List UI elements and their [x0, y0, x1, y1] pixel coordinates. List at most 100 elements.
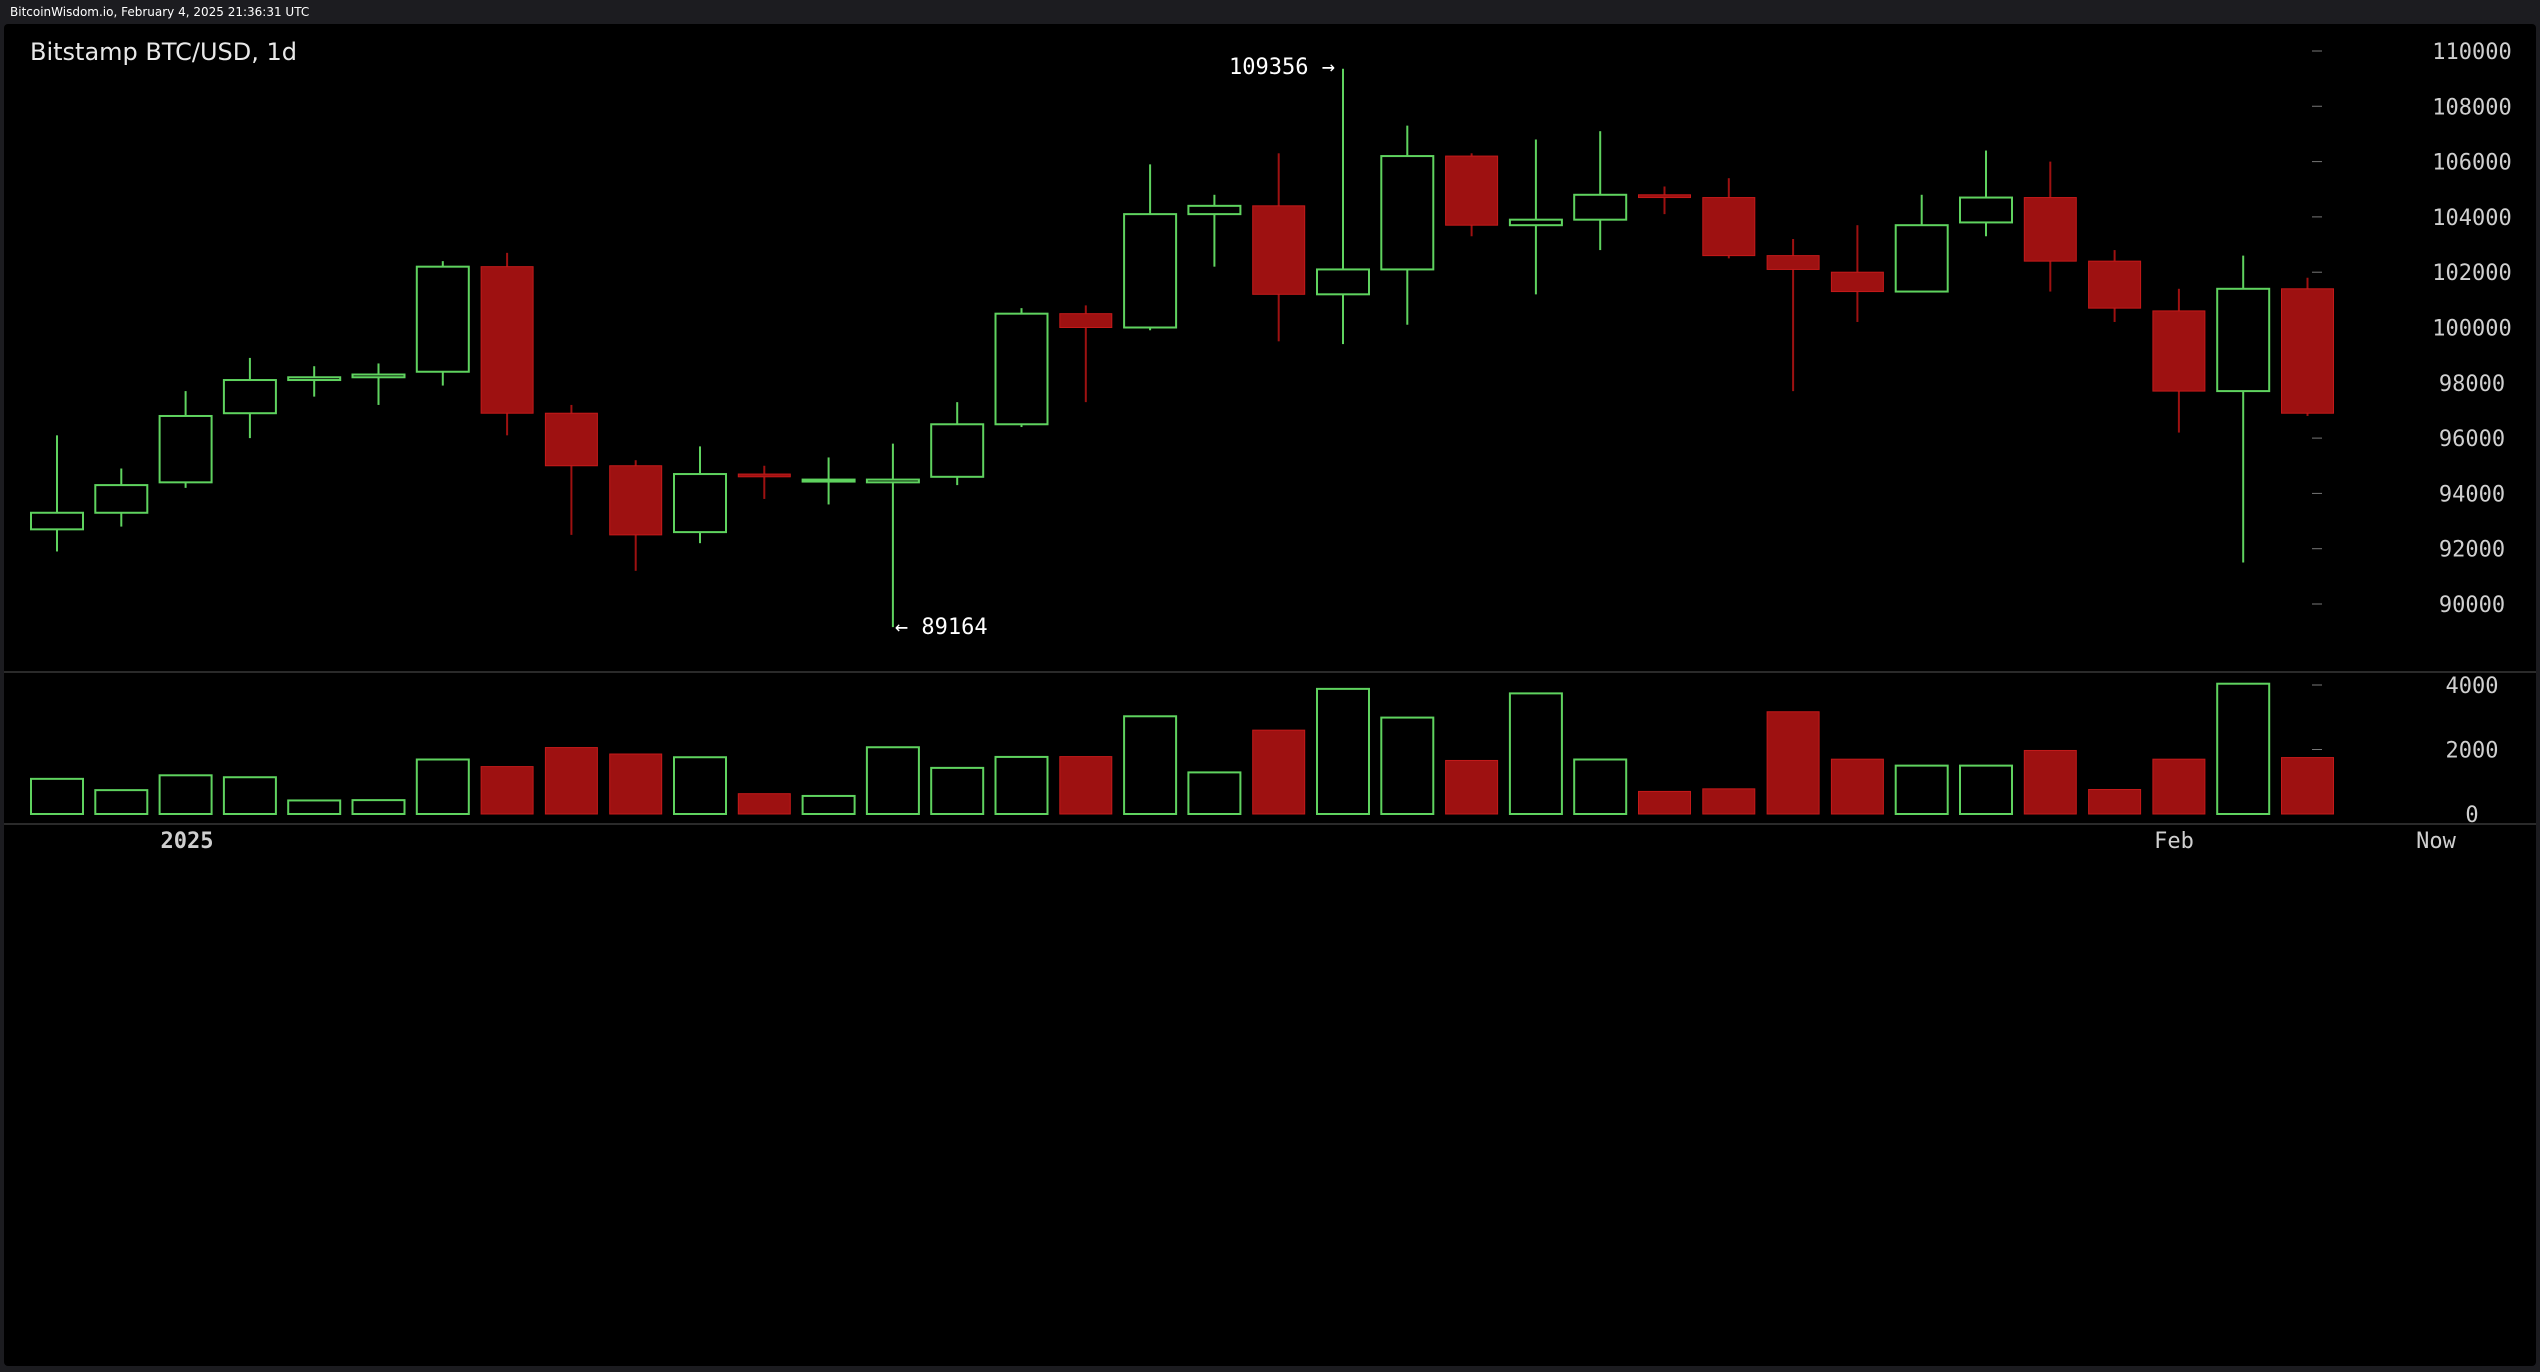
candle: [351, 363, 406, 405]
volume-bar: [801, 794, 856, 816]
candle-body: [1573, 193, 1628, 221]
candle-body: [480, 266, 534, 414]
volume-tick-label: 2000: [2446, 739, 2499, 764]
volume-bar: [1894, 764, 1949, 815]
candle-body: [1187, 204, 1242, 216]
price-tick-label: 92000: [2439, 538, 2505, 563]
chart-title: Bitstamp BTC/USD, 1d: [30, 38, 298, 66]
candle: [1702, 178, 1756, 259]
volume-bar: [1959, 764, 2013, 815]
volume-bar: [2216, 682, 2271, 816]
candle: [737, 465, 791, 499]
candle: [1638, 186, 1691, 215]
high-price-annotation: 109356 →: [1229, 55, 1335, 80]
x-axis-label: 2025: [161, 829, 214, 854]
candle-body: [2216, 287, 2271, 393]
volume-bar: [1187, 771, 1242, 816]
volume-bar: [1123, 715, 1178, 815]
volume-bar: [1316, 687, 1370, 815]
candles-layer: [30, 68, 2334, 628]
price-tick-label: 108000: [2432, 95, 2511, 120]
volume-bar: [480, 766, 534, 815]
candle-body: [1445, 155, 1499, 226]
candle: [30, 435, 84, 552]
volume-bar: [2023, 749, 2077, 815]
candle-body: [1059, 313, 1113, 328]
axes-layer: 90000 92000 94000 96000 98000 100000 102000 104…: [4, 40, 2536, 828]
candle-body: [1252, 205, 1306, 295]
candle: [158, 391, 213, 488]
candle-body: [2281, 288, 2334, 414]
candle-body: [609, 465, 663, 536]
candle-body: [930, 423, 985, 478]
candle-body: [1702, 197, 1756, 257]
candle-body: [673, 473, 727, 534]
volume-bar: [1380, 716, 1435, 816]
candle: [994, 308, 1049, 428]
volume-bar: [865, 746, 920, 815]
volume-bar: [930, 766, 985, 816]
candle: [415, 261, 470, 386]
candle-body: [865, 478, 920, 484]
x-axis-label: Feb: [2154, 829, 2194, 854]
candle-body: [1123, 213, 1178, 329]
candle: [94, 468, 149, 527]
candle: [2281, 277, 2334, 416]
volume-bar: [994, 755, 1049, 815]
candle: [544, 404, 598, 535]
candle-body: [30, 511, 84, 531]
candle: [1830, 225, 1884, 322]
candle: [865, 443, 920, 628]
volume-bar: [1830, 758, 1884, 815]
price-tick-label: 96000: [2439, 427, 2505, 452]
candle: [1123, 164, 1178, 331]
candle: [287, 366, 342, 397]
volume-bar: [1445, 759, 1499, 815]
candlestick-chart: 90000 92000 94000 96000 98000 100000 102000 104…: [4, 40, 2536, 854]
price-tick-label: 100000: [2432, 317, 2511, 342]
price-tick-label: 110000: [2432, 40, 2511, 65]
candle-body: [1766, 255, 1820, 270]
candle: [1573, 131, 1628, 251]
volume-bar: [158, 774, 213, 815]
volume-bar: [287, 799, 342, 816]
candle-body: [2152, 310, 2206, 392]
candle-body: [1380, 155, 1435, 271]
top-bar: BitcoinWisdom.io, February 4, 2025 21:36…: [0, 0, 2540, 24]
source-timestamp: BitcoinWisdom.io, February 4, 2025 21:36…: [10, 5, 310, 19]
candle-body: [94, 484, 149, 514]
labels-layer: 2025 Feb Now 109356 → ← 89164: [161, 55, 2457, 854]
candle: [1508, 139, 1563, 295]
candle: [609, 460, 663, 571]
candle-body: [994, 312, 1049, 426]
volume-bar: [737, 793, 791, 815]
candle: [1059, 305, 1113, 403]
candle-body: [1638, 194, 1691, 199]
volume-bar: [1573, 758, 1628, 815]
volume-bar: [673, 756, 727, 815]
volume-bar: [222, 776, 277, 815]
price-tick-label: 90000: [2439, 593, 2505, 618]
candle-body: [1830, 271, 1884, 293]
candle-body: [1894, 224, 1949, 293]
candle-body: [801, 478, 856, 483]
candle-body: [222, 379, 277, 415]
volume-bar: [94, 789, 149, 816]
volume-bar: [1252, 729, 1306, 815]
candle-body: [1508, 218, 1563, 227]
candle: [1252, 153, 1306, 342]
candle: [930, 402, 985, 486]
candle: [2088, 250, 2142, 322]
candle-body: [2088, 260, 2142, 309]
volume-bar: [544, 747, 598, 815]
candle-body: [544, 412, 598, 467]
volume-bar: [1702, 788, 1756, 815]
candle: [1380, 125, 1435, 325]
candle: [480, 252, 534, 436]
candle-body: [287, 376, 342, 382]
volume-bar: [1508, 692, 1563, 816]
candle-body: [415, 265, 470, 373]
candle: [1445, 153, 1499, 237]
candle: [1316, 68, 1370, 345]
candle-body: [1316, 268, 1370, 296]
